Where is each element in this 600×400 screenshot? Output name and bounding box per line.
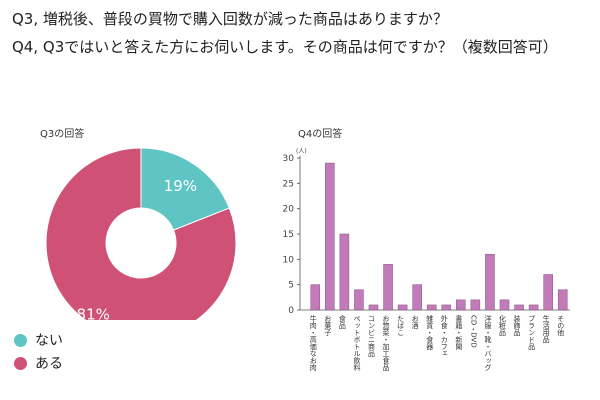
bar-3 [354,289,364,311]
bar-9 [441,304,452,311]
x-tick-label-12: 洋服・靴・バッグ [484,314,492,371]
x-tick-label-15: ブランド品 [528,314,536,351]
y-axis-unit: (人) [296,148,307,155]
x-tick-label-13: 化粧品 [499,314,507,337]
x-tick-label-14: 装飾品 [513,314,521,337]
bar-0 [310,284,321,311]
question-q4: Q4, Q3ではいと答えた方にお伺いします。その商品は何ですか？（複数回答可） [12,38,558,56]
bar-5 [383,264,393,311]
bar-4 [368,304,379,311]
bar-7 [412,284,422,311]
y-tick-label-0: 0 [288,306,294,316]
x-tick-label-11: CD・DVD [469,315,477,348]
x-tick-label-5: お惣菜・加工食品 [382,315,390,372]
bar-1 [325,162,335,311]
x-tick-label-4: コンビニ商品 [368,315,376,358]
y-tick-label-4: 20 [283,205,295,215]
bar-14 [514,304,524,311]
y-tick-label-5: 25 [283,179,294,189]
legend-label-aru: ある [35,356,63,372]
x-tick-label-16: 生活用品 [542,314,550,344]
pie-slice-0 [140,147,230,231]
bar-16 [543,274,553,311]
x-tick-label-17: その他 [557,315,565,337]
bar-13 [499,299,510,311]
legend-label-nai: ない [35,333,63,349]
x-tick-label-1: お菓子 [324,315,332,336]
pie-slice-label-1: 81% [77,305,110,320]
bar-12 [485,254,495,311]
y-tick-label-1: 5 [288,281,294,291]
bar-10 [456,299,466,311]
bar-11 [470,299,481,311]
legend-swatch-nai [14,333,27,347]
y-tick-label-3: 15 [283,230,294,240]
x-tick-label-6: たばこ [397,315,405,336]
y-tick-label-6: 30 [283,154,295,164]
pie-slice-1 [45,147,237,320]
question-q3: Q3, 増税後、普段の買物で購入回数が減った商品はありますか？ [12,10,448,28]
bar-17 [557,289,568,311]
x-tick-label-0: 牛肉・高価なお肉 [309,314,317,371]
donut-chart: 19% 81% [45,147,237,320]
x-tick-label-3: ペットボトル飲料 [353,315,361,372]
x-tick-label-9: 外食・カフェ [440,314,448,357]
bar-chart: (人) 0 5 10 15 20 25 30 牛肉・高価なお肉 お菓子 食品 ペットボトル飲料 コンビニ… [283,148,570,372]
bar-6 [397,304,408,311]
y-tick-label-2: 10 [283,255,295,265]
bar-8 [426,304,437,311]
x-tick-label-8: 雑貨・食器 [426,314,434,351]
bar-15 [528,304,539,311]
legend-item-nai: ない [14,330,63,350]
pie-slice-label-0: 19% [164,177,197,195]
bar-2 [339,233,350,311]
legend-item-aru: ある [14,353,63,373]
pie-chart-title: Q3の回答 [40,129,85,140]
legend-swatch-aru [14,356,27,370]
bar-chart-title: Q4の回答 [298,129,343,140]
x-tick-label-10: 書籍・新聞 [455,314,463,351]
x-tick-label-7: お酒 [411,315,419,330]
x-tick-label-2: 食品 [338,314,346,330]
